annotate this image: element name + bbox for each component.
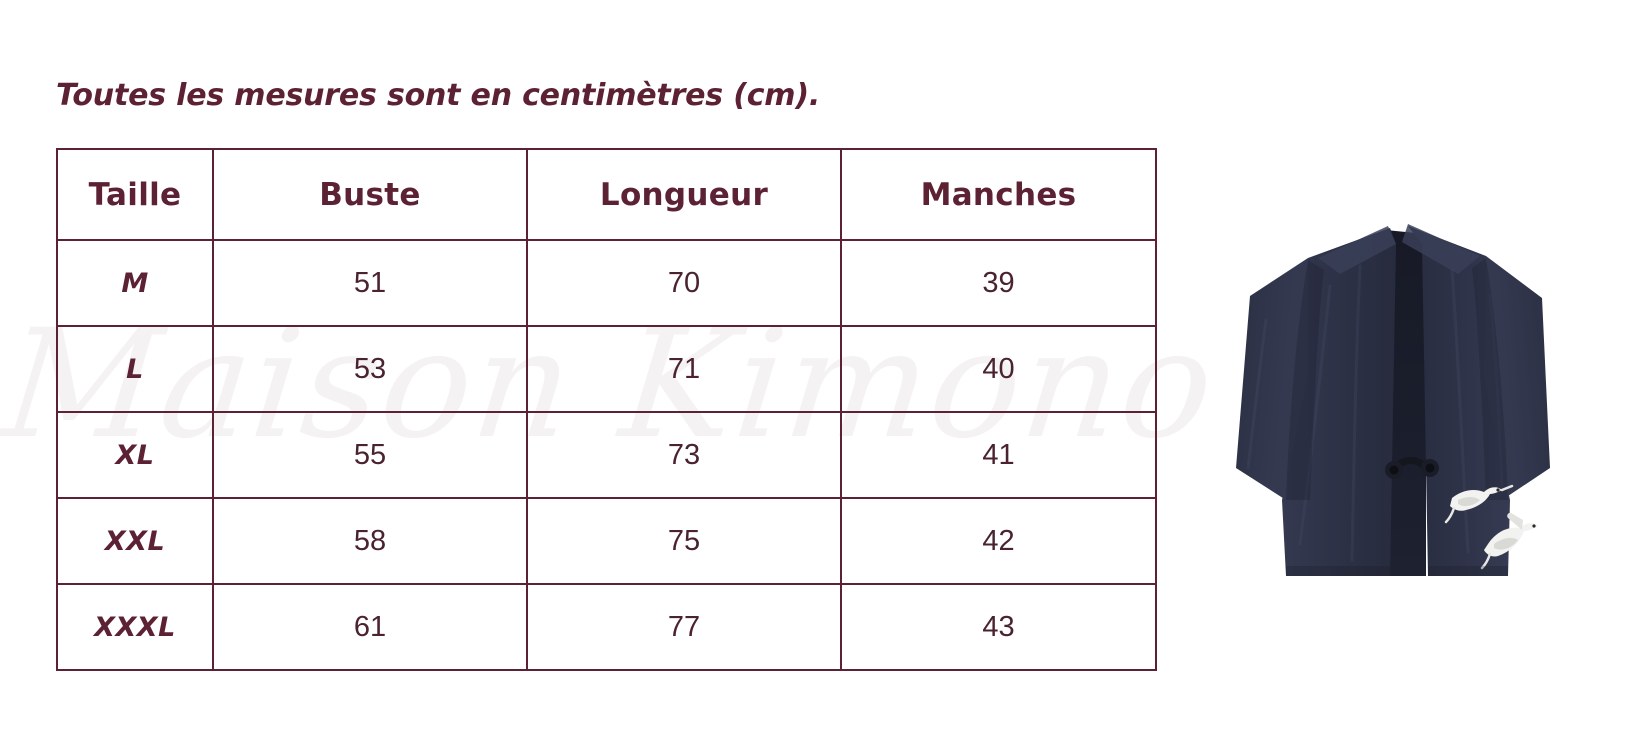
kimono-hem (1286, 566, 1508, 576)
table-row: L 53 71 40 (56, 325, 1157, 413)
cell-buste: 61 (212, 583, 528, 671)
kimono-shading (1286, 258, 1508, 500)
table-header-row: Taille Buste Longueur Manches (56, 148, 1157, 241)
cell-size: XL (56, 411, 214, 499)
cell-manches: 41 (840, 411, 1157, 499)
cell-manches: 40 (840, 325, 1157, 413)
column-header-taille: Taille (56, 148, 214, 241)
cell-longueur: 70 (526, 239, 842, 327)
column-header-buste: Buste (212, 148, 528, 241)
cell-longueur: 77 (526, 583, 842, 671)
cell-buste: 58 (212, 497, 528, 585)
kimono-illustration (1236, 224, 1550, 576)
size-table-container: Taille Buste Longueur Manches M 51 70 39… (56, 148, 1157, 671)
size-table-head: Taille Buste Longueur Manches (56, 148, 1157, 241)
table-row: XXL 58 75 42 (56, 497, 1157, 585)
crane-embroidery-upper (1444, 484, 1514, 524)
table-row: M 51 70 39 (56, 239, 1157, 327)
cell-manches: 43 (840, 583, 1157, 671)
kimono-inner-back (1386, 230, 1426, 576)
cell-buste: 53 (212, 325, 528, 413)
kimono-left-panel (1282, 228, 1396, 576)
cell-buste: 51 (212, 239, 528, 327)
table-row: XXXL 61 77 43 (56, 583, 1157, 671)
crane-embroidery-lower (1480, 512, 1538, 570)
cell-longueur: 71 (526, 325, 842, 413)
product-image-kimono (1190, 200, 1550, 600)
table-row: XL 55 73 41 (56, 411, 1157, 499)
kimono-right-panel (1408, 226, 1510, 576)
cell-manches: 42 (840, 497, 1157, 585)
cell-manches: 39 (840, 239, 1157, 327)
cell-size: L (56, 325, 214, 413)
column-header-manches: Manches (840, 148, 1157, 241)
column-header-longueur: Longueur (526, 148, 842, 241)
kimono-button-closure (1385, 457, 1439, 479)
kimono-right-collar (1402, 224, 1480, 274)
cell-longueur: 75 (526, 497, 842, 585)
cell-size: XXXL (56, 583, 214, 671)
cell-size: XXL (56, 497, 214, 585)
cell-buste: 55 (212, 411, 528, 499)
kimono-fold-lines (1246, 264, 1504, 562)
kimono-left-collar (1318, 226, 1396, 274)
cell-size: M (56, 239, 214, 327)
size-table-body: M 51 70 39 L 53 71 40 XL 55 73 41 (56, 239, 1157, 671)
measurement-unit-note: Toutes les mesures sont en centimètres (… (56, 78, 821, 113)
cell-longueur: 73 (526, 411, 842, 499)
size-table: Taille Buste Longueur Manches M 51 70 39… (56, 148, 1157, 671)
